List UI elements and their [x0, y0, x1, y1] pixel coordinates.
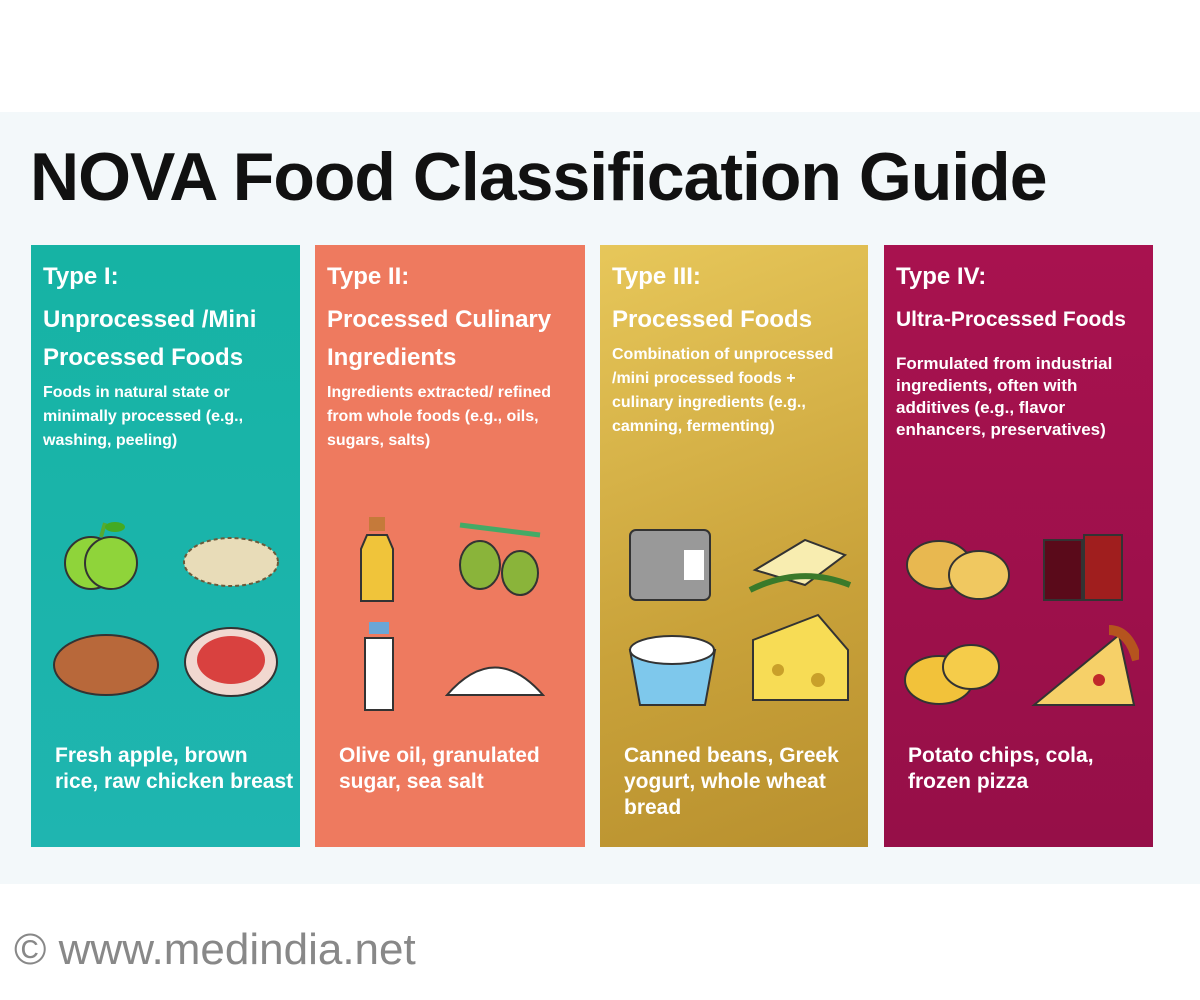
- olives-icon: [459, 522, 541, 596]
- card-name: Processed Foods: [612, 306, 813, 333]
- card-desc: Foods in natural state or minimally proc…: [43, 384, 244, 449]
- chips-pile-icon: [904, 644, 1000, 705]
- card-type: Type II:: [327, 263, 410, 290]
- card-name: Unprocessed /Mini Processed Foods: [43, 306, 257, 371]
- card-examples: Olive oil, granulated sugar, sea salt: [339, 744, 540, 793]
- pizza-icon: [1031, 625, 1139, 706]
- card-name: Processed Culinary Ingredients: [327, 306, 552, 371]
- card-desc: Formulated from industrial ingredients, …: [896, 354, 1113, 439]
- footer-watermark: © www.medindia.net: [14, 925, 416, 974]
- card-type: Type III:: [612, 263, 701, 290]
- salt-pile-icon: [445, 666, 545, 696]
- card-desc: Ingredients extracted/ refined from whol…: [327, 384, 552, 449]
- cola-icon: [1043, 534, 1123, 601]
- chips-icon: [906, 540, 1010, 600]
- card-type: Type I:: [43, 263, 119, 290]
- card-type-4: Type IV: Ultra-Processed Foods Formulate…: [884, 245, 1153, 847]
- card-name: Ultra-Processed Foods: [896, 308, 1126, 331]
- cheese-icon: [752, 613, 849, 701]
- card-examples: Fresh apple, brown rice, raw chicken bre…: [55, 744, 294, 793]
- potato-icon: [53, 634, 159, 696]
- meat-icon: [184, 627, 278, 697]
- card-examples: Potato chips, cola, frozen pizza: [908, 744, 1094, 793]
- card-type-2: Type II: Processed Culinary Ingredients …: [315, 245, 585, 847]
- butter-icon: [748, 538, 852, 593]
- card-desc: Combination of unprocessed /mini process…: [612, 346, 834, 435]
- page-title: NOVA Food Classification Guide: [30, 139, 1048, 215]
- card-examples: Canned beans, Greek yogurt, whole wheat …: [624, 744, 839, 819]
- card-type: Type IV:: [896, 263, 987, 290]
- milk-bottle-icon: [364, 622, 394, 711]
- rice-icon: [183, 537, 279, 587]
- card-type-3: Type III: Processed Foods Combination of…: [600, 245, 868, 847]
- apple-icon: [64, 522, 138, 590]
- card-type-1: Type I: Unprocessed /Mini Processed Food…: [31, 245, 300, 847]
- oil-bottle-icon: [360, 517, 394, 602]
- yogurt-icon: [628, 635, 717, 706]
- can-icon: [629, 529, 711, 601]
